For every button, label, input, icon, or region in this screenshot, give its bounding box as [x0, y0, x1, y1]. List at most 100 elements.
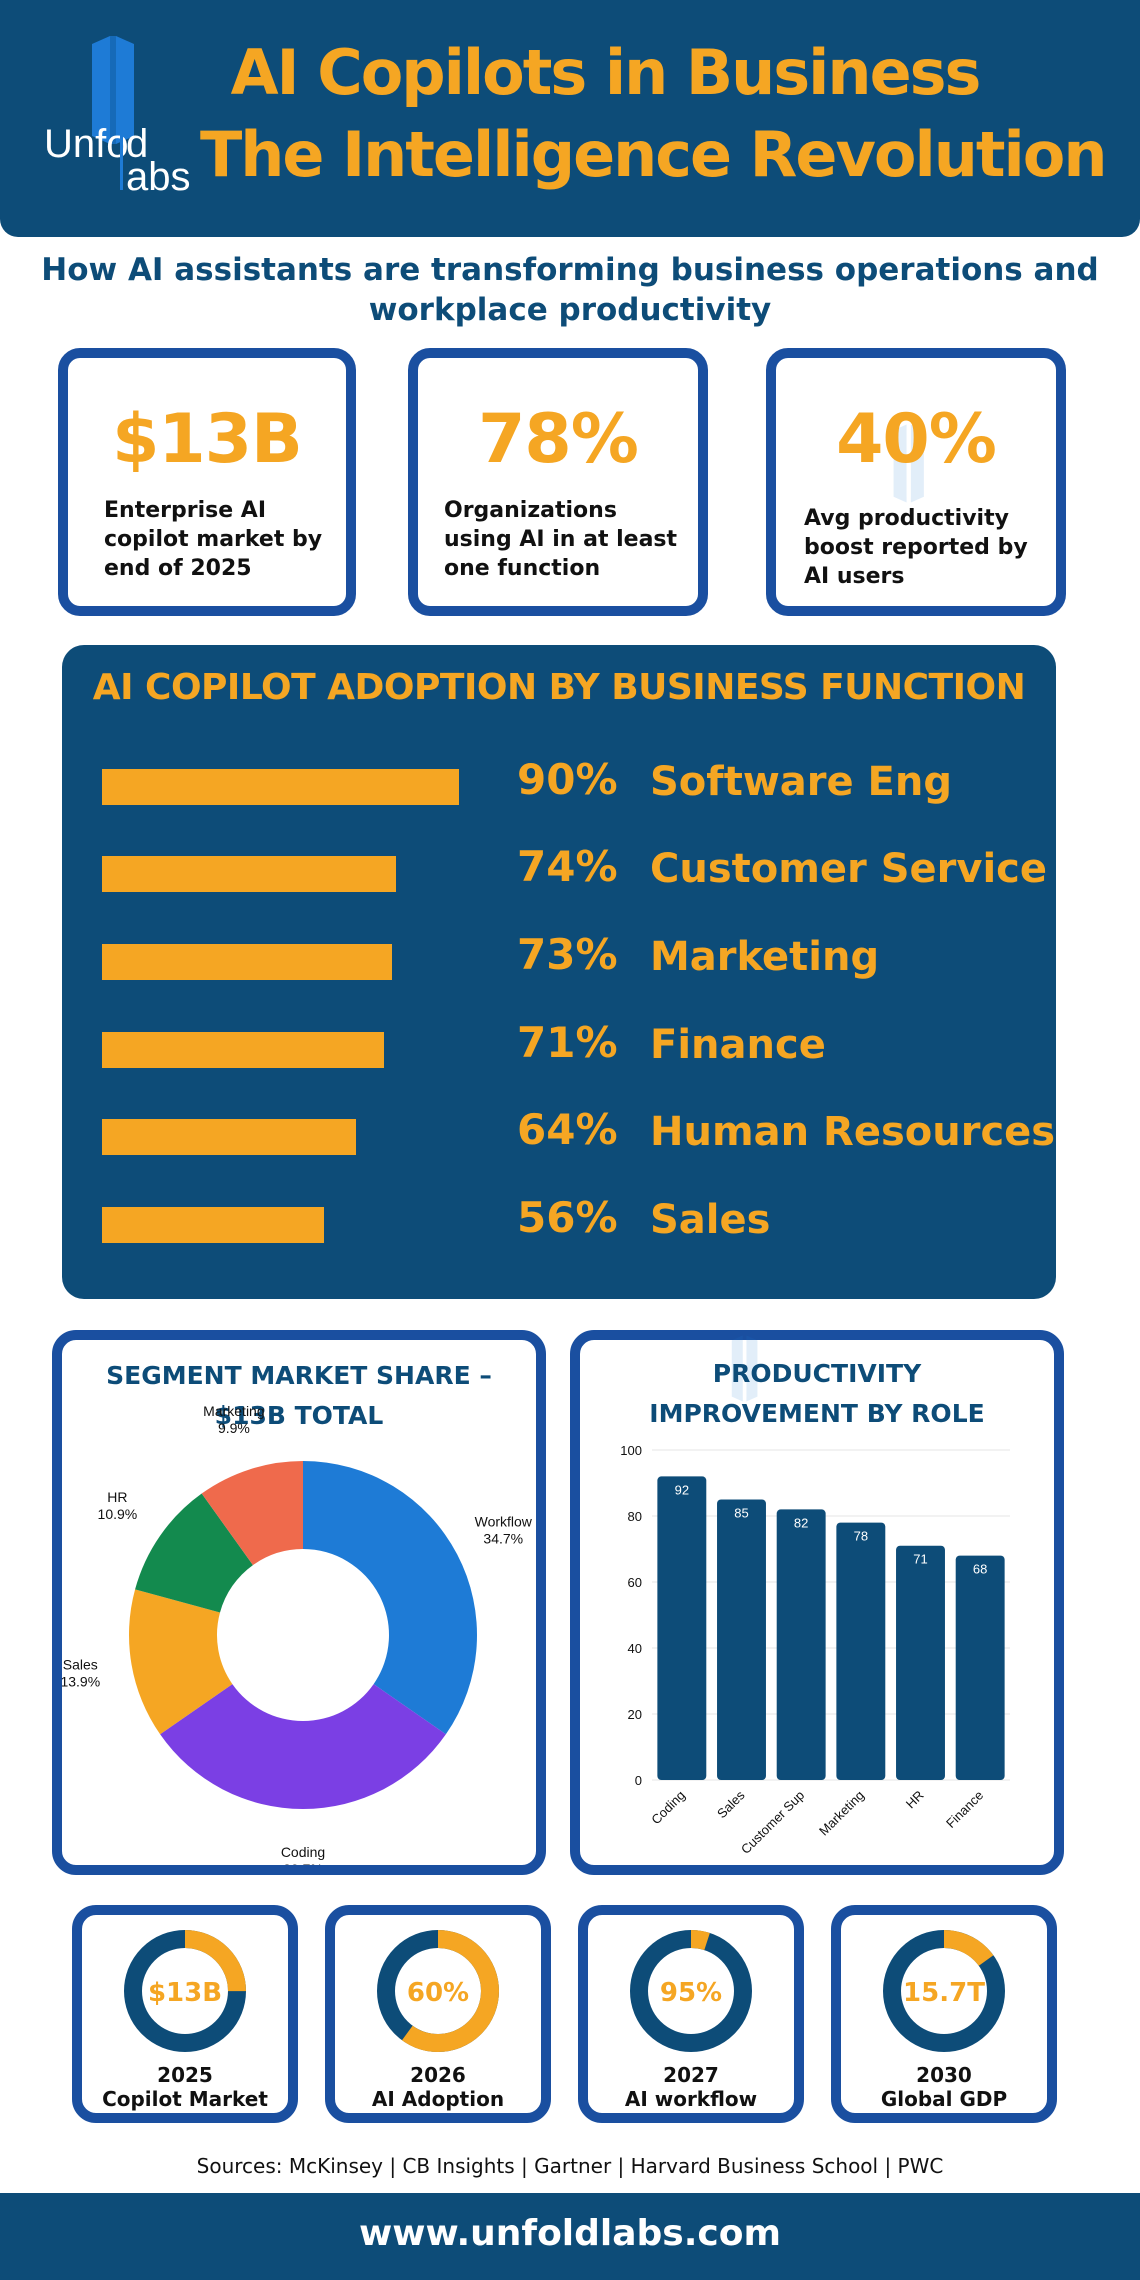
bar-value-label: 92: [675, 1482, 689, 1497]
adoption-function-name: Customer Service: [650, 846, 1047, 892]
y-tick-label: 20: [628, 1707, 642, 1722]
header-banner: Unfo d abs AI Copilots in Business The I…: [0, 0, 1140, 237]
forecast-gauge: 60%: [377, 1930, 499, 2052]
stat-label: Enterprise AI copilot market by end of 2…: [104, 498, 323, 581]
stat-value: 40%: [836, 400, 997, 479]
unfold-labs-logo: Unfo d abs: [44, 36, 191, 199]
forecast-caption: 2030 Global GDP: [841, 2063, 1047, 2111]
forecast-year: 2026: [410, 2063, 466, 2087]
bar-chart-title: PRODUCTIVITY IMPROVEMENT BY ROLE: [649, 1359, 985, 1428]
bar-coding: [657, 1476, 707, 1780]
svg-text:abs: abs: [126, 155, 191, 199]
stat-label: Organizations using AI in at least one f…: [444, 498, 678, 581]
gauge-fill: [883, 1930, 1005, 2052]
gauge-center-label: 60%: [407, 1978, 469, 2008]
bar-value-label: 78: [854, 1529, 868, 1544]
bar-value-label: 82: [794, 1515, 808, 1530]
footer-website-link[interactable]: www.unfoldlabs.com: [359, 2213, 781, 2254]
adoption-bar: [102, 1207, 325, 1243]
y-tick-label: 0: [635, 1773, 642, 1788]
donut-slice-sales: [129, 1589, 233, 1735]
y-tick-label: 100: [620, 1443, 642, 1458]
stat-value: 78%: [478, 400, 639, 479]
bar-marketing: [836, 1522, 886, 1780]
forecast-gauge: 95%: [630, 1930, 752, 2052]
donut-slice-percent: 30.7%: [283, 1861, 323, 1865]
donut-chart-title: SEGMENT MARKET SHARE – $13B TOTAL: [106, 1361, 492, 1430]
y-tick-label: 60: [628, 1575, 642, 1590]
forecast-caption: 2026 AI Adoption: [335, 2063, 541, 2111]
adoption-row: 71% Finance: [62, 1018, 1056, 1078]
bar-value-label: 68: [973, 1562, 987, 1577]
stat-label: Avg productivity boost reported by AI us…: [804, 506, 1028, 589]
gauge-center-label: 15.7T: [903, 1978, 985, 2008]
forecast-caption: 2025 Copilot Market: [82, 2063, 288, 2111]
adoption-row: 73% Marketing: [62, 930, 1056, 990]
adoption-function-name: Marketing: [650, 934, 880, 980]
segment-share-card: SEGMENT MARKET SHARE – $13B TOTAL Workfl…: [52, 1330, 546, 1875]
forecast-card-2027: 95% 2027 AI workflow: [578, 1905, 804, 2123]
adoption-bar: [102, 769, 459, 805]
donut-slice-percent: 9.9%: [218, 1420, 250, 1436]
svg-text:d: d: [126, 122, 148, 166]
adoption-row: 90% Software Eng: [62, 755, 1056, 815]
x-tick-label: Finance: [943, 1788, 986, 1831]
stat-value: $13B: [112, 400, 303, 479]
forecast-year: 2030: [916, 2063, 972, 2087]
adoption-panel: AI COPILOT ADOPTION BY BUSINESS FUNCTION…: [62, 645, 1056, 1299]
donut-slice-label: Marketing: [203, 1403, 264, 1419]
forecast-label: AI workflow: [624, 2087, 758, 2111]
forecast-year: 2027: [663, 2063, 719, 2087]
y-tick-label: 40: [628, 1641, 642, 1656]
adoption-percent: 74%: [517, 842, 618, 891]
page-title-line-1: AI Copilots in Business: [230, 36, 982, 109]
x-tick-label: Marketing: [816, 1788, 867, 1839]
gauge-center-label: 95%: [660, 1978, 722, 2008]
productivity-bar-chart: 0 20 40 60 80 100 92 Coding 85 Sales 82 Customer Su…: [620, 1443, 1010, 1857]
adoption-row: 74% Customer Service: [62, 842, 1056, 902]
adoption-function-name: Sales: [650, 1197, 771, 1243]
adoption-bar: [102, 1119, 356, 1155]
logo-mark-icon: [92, 36, 110, 144]
gauge-fill: [630, 1930, 752, 2052]
forecast-caption: 2027 AI workflow: [588, 2063, 794, 2111]
bar-customer-sup: [776, 1509, 826, 1780]
adoption-percent: 64%: [517, 1105, 618, 1154]
forecast-gauge: $13B: [124, 1930, 246, 2052]
adoption-bar: [102, 856, 396, 892]
adoption-title: AI COPILOT ADOPTION BY BUSINESS FUNCTION: [92, 667, 1026, 708]
adoption-function-name: Software Eng: [650, 759, 952, 805]
donut-slice-label: Coding: [281, 1844, 325, 1860]
stat-card-organizations: 78% Organizations using AI in at least o…: [408, 348, 708, 616]
gauge-center-label: $13B: [148, 1978, 222, 2008]
donut-slice-workflow: [303, 1461, 477, 1735]
stat-card-market: $13B Enterprise AI copilot market by end…: [58, 348, 356, 616]
forecast-card-2025: $13B 2025 Copilot Market: [72, 1905, 298, 2123]
svg-text:Unfo: Unfo: [44, 122, 129, 166]
watermark-logo-icon: [731, 1335, 758, 1402]
x-tick-label: Sales: [714, 1787, 748, 1821]
donut-slice-hr: [135, 1493, 253, 1613]
bar-finance: [955, 1555, 1005, 1780]
x-tick-label: Coding: [648, 1788, 688, 1828]
gauge-fill: [124, 1930, 246, 2052]
productivity-card: PRODUCTIVITY IMPROVEMENT BY ROLE 0 20 40 60…: [570, 1330, 1064, 1875]
sources-line: Sources: McKinsey | CB Insights | Gartne…: [196, 2154, 944, 2178]
adoption-row: 56% Sales: [62, 1193, 1056, 1253]
forecast-gauge: 15.7T: [883, 1930, 1005, 2052]
donut-slice-percent: 34.7%: [483, 1530, 523, 1546]
stat-card-productivity: 40% Avg productivity boost reported by A…: [766, 348, 1066, 616]
adoption-function-name: Human Resources: [650, 1109, 1056, 1155]
forecast-label: Global GDP: [880, 2087, 1008, 2111]
adoption-percent: 56%: [517, 1193, 618, 1242]
forecast-label: Copilot Market: [102, 2087, 268, 2111]
x-tick-label: Customer Sup: [738, 1788, 807, 1857]
donut-slice-percent: 13.9%: [62, 1673, 100, 1689]
footer-banner: www.unfoldlabs.com: [0, 2193, 1140, 2280]
forecast-year: 2025: [157, 2063, 213, 2087]
bar-hr: [896, 1545, 945, 1780]
watermark-logo-icon: [893, 424, 924, 503]
bar-sales: [717, 1499, 766, 1780]
forecast-card-2026: 60% 2026 AI Adoption: [325, 1905, 551, 2123]
adoption-percent: 90%: [517, 755, 618, 804]
